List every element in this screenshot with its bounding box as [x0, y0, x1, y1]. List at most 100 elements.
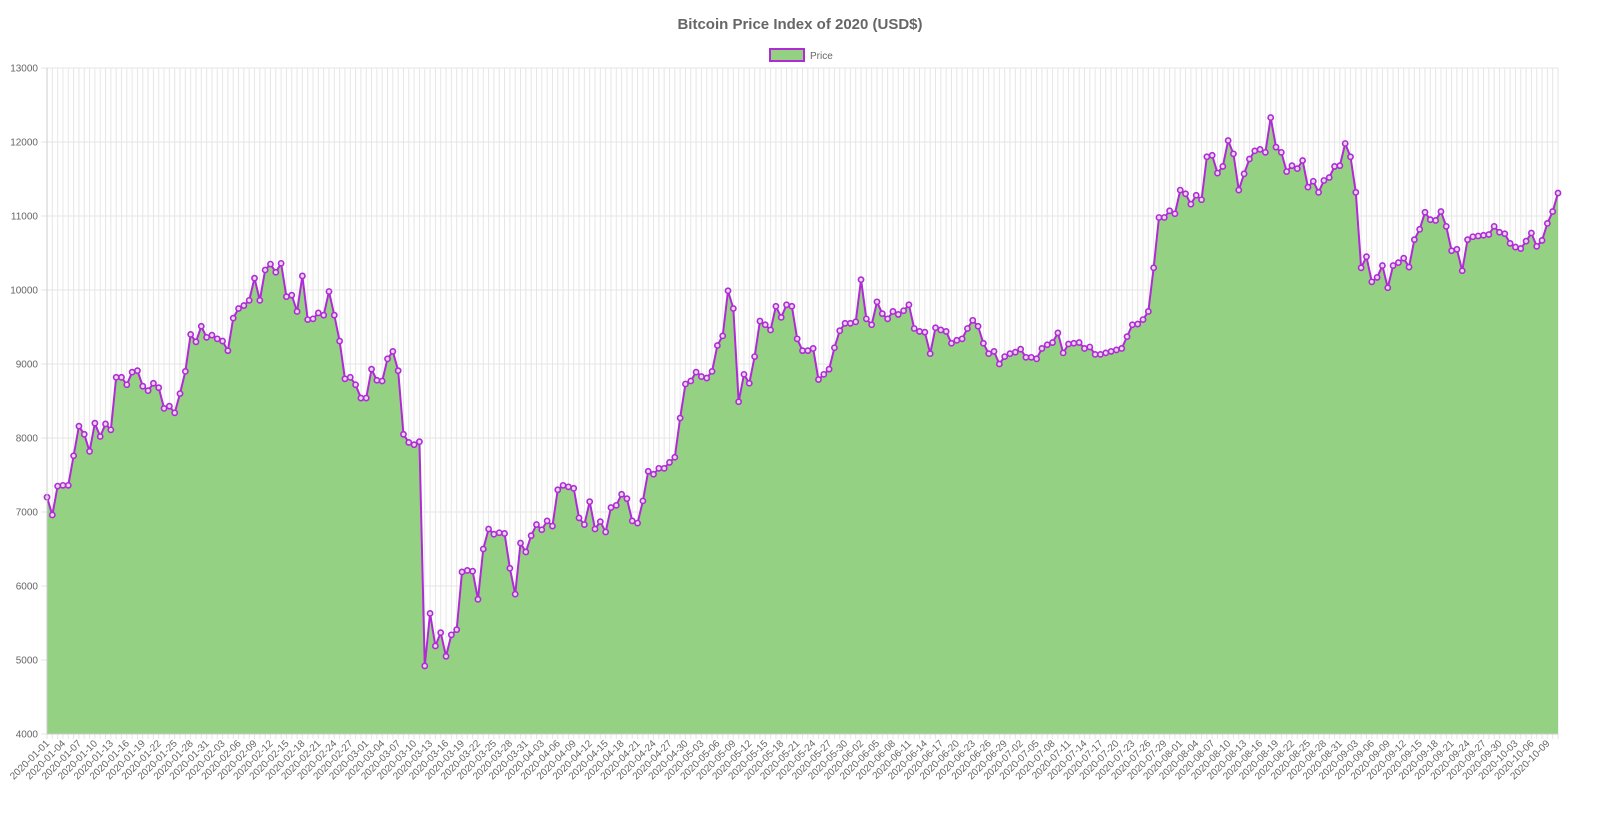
price-point[interactable] — [596, 518, 604, 526]
price-point[interactable] — [1363, 253, 1370, 261]
price-point[interactable] — [410, 441, 418, 449]
price-point[interactable] — [309, 315, 317, 323]
price-point[interactable] — [916, 328, 923, 335]
price-point[interactable] — [1538, 237, 1546, 244]
price-point[interactable] — [676, 414, 684, 422]
price-point[interactable] — [1527, 229, 1535, 237]
price-point[interactable] — [224, 347, 232, 355]
price-point[interactable] — [1155, 214, 1163, 221]
price-point[interactable] — [623, 495, 631, 503]
price-point[interactable] — [990, 348, 998, 355]
price-point[interactable] — [155, 384, 163, 392]
price-point[interactable] — [416, 438, 423, 446]
price-point[interactable] — [522, 548, 530, 556]
price-point[interactable] — [1341, 140, 1349, 147]
price-point[interactable] — [1230, 150, 1237, 158]
price-point[interactable] — [314, 309, 322, 317]
price-point[interactable] — [974, 322, 982, 330]
price-point[interactable] — [1235, 186, 1243, 194]
price-point[interactable] — [1118, 345, 1126, 352]
price-point[interactable] — [1347, 153, 1354, 161]
price-point[interactable] — [655, 464, 663, 472]
price-point[interactable] — [378, 377, 386, 385]
price-point[interactable] — [1442, 222, 1450, 230]
price-point[interactable] — [1065, 340, 1072, 348]
price-point[interactable] — [405, 439, 413, 446]
price-point[interactable] — [373, 376, 381, 384]
price-point[interactable] — [575, 514, 583, 522]
price-point[interactable] — [831, 344, 838, 352]
price-point[interactable] — [490, 530, 498, 538]
price-point[interactable] — [1075, 339, 1083, 346]
price-point[interactable] — [841, 319, 849, 327]
price-point[interactable] — [1107, 348, 1115, 355]
price-point[interactable] — [458, 568, 466, 576]
price-point[interactable] — [1267, 114, 1275, 121]
price-point[interactable] — [1309, 177, 1317, 185]
price-point[interactable] — [325, 288, 333, 295]
price-point[interactable] — [777, 313, 785, 321]
price-point[interactable] — [985, 350, 993, 358]
price-point[interactable] — [671, 453, 679, 461]
legend-swatch[interactable] — [769, 48, 805, 62]
price-point[interactable] — [261, 266, 269, 274]
price-point[interactable] — [421, 662, 429, 670]
price-point[interactable] — [1176, 186, 1184, 194]
legend[interactable]: Price — [769, 48, 833, 62]
price-point[interactable] — [586, 498, 594, 506]
price-point[interactable] — [1506, 239, 1514, 247]
legend-label-price[interactable]: Price — [810, 51, 833, 62]
price-point[interactable] — [1453, 245, 1461, 253]
price-point[interactable] — [1128, 321, 1136, 329]
price-point[interactable] — [245, 296, 253, 304]
price-point[interactable] — [639, 497, 647, 505]
price-point[interactable] — [1144, 308, 1152, 315]
price-point[interactable] — [304, 316, 312, 323]
price-point[interactable] — [1299, 157, 1307, 164]
price-point[interactable] — [1006, 350, 1014, 358]
price-point[interactable] — [591, 525, 599, 533]
price-point[interactable] — [1485, 231, 1493, 238]
price-point[interactable] — [820, 370, 828, 378]
price-point[interactable] — [713, 342, 721, 349]
price-point[interactable] — [868, 321, 876, 329]
price-point[interactable] — [1192, 191, 1200, 199]
price-point[interactable] — [1320, 177, 1328, 184]
price-point[interactable] — [1283, 168, 1291, 175]
price-point[interactable] — [1373, 274, 1381, 281]
price-point[interactable] — [1171, 210, 1179, 218]
price-point[interactable] — [703, 374, 711, 382]
price-point[interactable] — [942, 328, 950, 335]
price-point[interactable] — [745, 379, 753, 387]
price-point[interactable] — [54, 482, 62, 490]
price-point[interactable] — [1368, 278, 1376, 286]
price-point[interactable] — [783, 301, 790, 309]
price-point[interactable] — [511, 590, 519, 598]
price-point[interactable] — [1410, 236, 1418, 244]
price-point[interactable] — [160, 404, 168, 412]
price-point[interactable] — [852, 318, 860, 326]
price-point[interactable] — [453, 626, 461, 634]
price-point[interactable] — [650, 470, 657, 478]
price-point[interactable] — [921, 328, 929, 336]
price-point[interactable] — [873, 298, 881, 306]
price-point[interactable] — [1394, 259, 1402, 267]
price-point[interactable] — [1219, 163, 1227, 170]
price-point[interactable] — [112, 373, 120, 381]
price-point[interactable] — [123, 381, 131, 389]
price-point[interactable] — [389, 348, 397, 355]
price-point[interactable] — [549, 522, 556, 530]
price-point[interactable] — [1357, 264, 1365, 272]
price-point[interactable] — [298, 272, 306, 280]
price-point[interactable] — [91, 419, 99, 427]
price-point[interactable] — [1240, 170, 1248, 178]
price-point[interactable] — [352, 381, 359, 389]
price-point[interactable] — [559, 481, 567, 489]
price-point[interactable] — [628, 517, 636, 525]
price-point[interactable] — [426, 609, 434, 617]
price-point[interactable] — [1097, 350, 1104, 358]
price-point[interactable] — [368, 365, 375, 373]
price-point[interactable] — [86, 447, 93, 455]
price-point[interactable] — [729, 305, 737, 312]
price-point[interactable] — [570, 484, 578, 492]
